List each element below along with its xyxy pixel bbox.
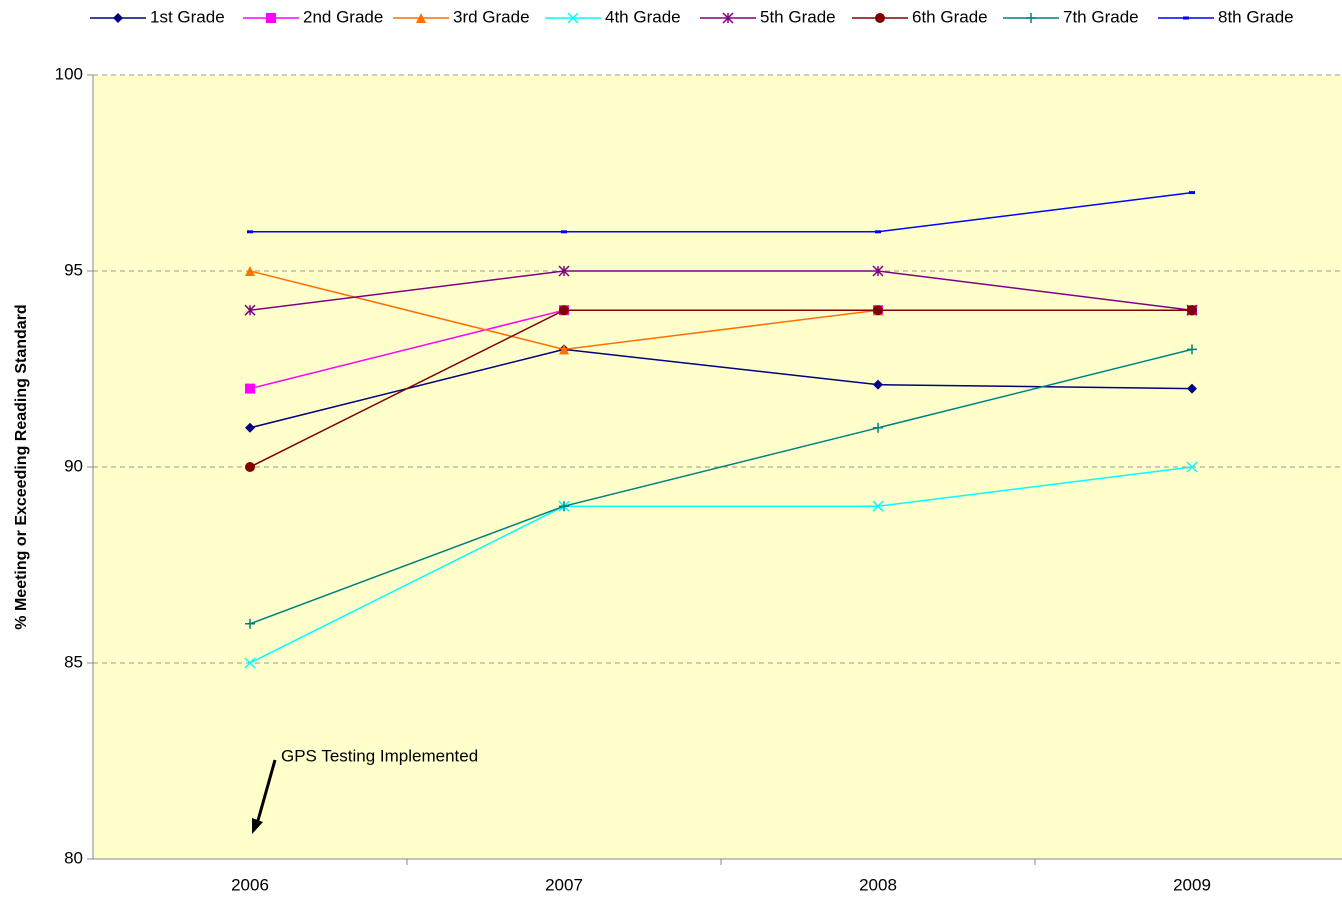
marker bbox=[416, 13, 426, 23]
marker bbox=[244, 657, 256, 669]
marker bbox=[245, 266, 255, 276]
marker bbox=[266, 13, 276, 23]
y-tick-label: 95 bbox=[64, 260, 83, 279]
marker bbox=[559, 305, 569, 316]
marker bbox=[244, 304, 256, 316]
y-tick-label: 90 bbox=[64, 456, 83, 475]
legend-label: 7th Grade bbox=[1063, 7, 1139, 26]
legend-label: 3rd Grade bbox=[453, 7, 530, 26]
y-tick-label: 85 bbox=[64, 652, 83, 671]
marker bbox=[113, 13, 123, 23]
y-tick-label: 80 bbox=[64, 848, 83, 867]
series-line bbox=[249, 466, 1193, 664]
marker bbox=[559, 501, 569, 512]
marker bbox=[1187, 383, 1197, 394]
marker bbox=[1186, 461, 1198, 473]
series-line bbox=[249, 348, 1193, 625]
series-line bbox=[249, 309, 1192, 468]
marker bbox=[1187, 344, 1197, 355]
marker bbox=[245, 462, 255, 472]
marker bbox=[1026, 13, 1036, 23]
x-tick-label: 2006 bbox=[231, 875, 269, 894]
marker bbox=[873, 379, 883, 390]
marker bbox=[558, 265, 570, 277]
marker bbox=[872, 265, 884, 277]
marker bbox=[1189, 191, 1195, 195]
legend-label: 2nd Grade bbox=[303, 7, 383, 26]
y-axis-label: % Meeting or Exceeding Reading Standard bbox=[13, 304, 30, 629]
series-line bbox=[250, 191, 1193, 233]
legend-label: 1st Grade bbox=[150, 7, 225, 26]
legend-label: 6th Grade bbox=[912, 7, 988, 26]
marker bbox=[722, 12, 734, 24]
marker bbox=[559, 344, 569, 355]
legend-label: 5th Grade bbox=[760, 7, 836, 26]
marker bbox=[873, 305, 883, 316]
arrow-head bbox=[252, 818, 263, 834]
marker bbox=[875, 230, 881, 234]
marker bbox=[1187, 305, 1197, 316]
annotation-arrow bbox=[255, 759, 277, 825]
series-line bbox=[249, 270, 1193, 311]
marker bbox=[872, 500, 884, 512]
marker bbox=[873, 422, 883, 433]
legend-label: 8th Grade bbox=[1218, 7, 1294, 26]
marker bbox=[247, 230, 253, 234]
marker bbox=[875, 13, 885, 23]
y-tick-label: 100 bbox=[55, 64, 83, 83]
x-tick-label: 2008 bbox=[859, 875, 897, 894]
x-tick-label: 2007 bbox=[545, 875, 583, 894]
annotation: GPS Testing Implemented bbox=[281, 746, 478, 765]
marker bbox=[245, 383, 255, 394]
marker bbox=[1183, 16, 1189, 20]
legend-label: 4th Grade bbox=[605, 7, 681, 26]
marker bbox=[567, 12, 579, 24]
marker bbox=[245, 422, 255, 433]
marker bbox=[561, 230, 567, 234]
x-tick-label: 2009 bbox=[1173, 875, 1211, 894]
marker bbox=[245, 618, 255, 629]
